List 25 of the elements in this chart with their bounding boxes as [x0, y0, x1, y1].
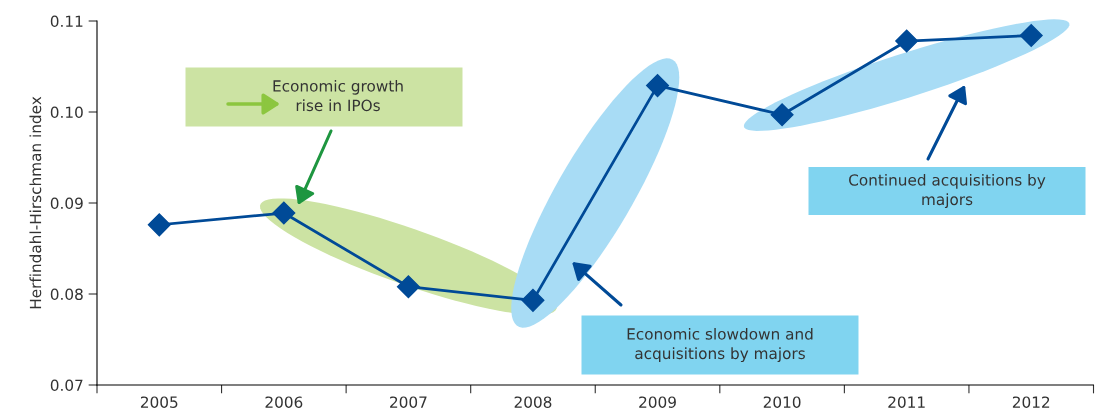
point — [521, 288, 545, 312]
x-tick-label: 2005 — [140, 396, 178, 408]
point — [147, 213, 171, 237]
x-tick-label: 2010 — [763, 396, 801, 408]
point — [1019, 24, 1043, 48]
x-tick-label: 2007 — [390, 396, 427, 408]
annotation: Continued acquisitions by majors — [849, 173, 1046, 209]
point — [646, 74, 670, 98]
x-tick-label: 2008 — [514, 396, 552, 408]
y-tick-label: 0.10 — [50, 106, 83, 119]
point — [770, 103, 794, 127]
y-tick-label: 0.11 — [50, 15, 83, 28]
x-tick-label: 2012 — [1012, 396, 1050, 408]
x-tick-label: 2006 — [265, 396, 303, 408]
annotation: Economic growth rise in IPOs — [273, 79, 403, 112]
x-tick-label: 2011 — [888, 396, 925, 408]
y-axis-title: Herfindahl-Hirschman index — [29, 96, 42, 309]
point — [272, 201, 296, 225]
point — [895, 29, 919, 53]
y-tick-label: 0.09 — [50, 197, 83, 210]
y-tick-label: 0.08 — [50, 288, 83, 301]
x-tick-label: 2009 — [639, 396, 676, 408]
y-tick-label: 0.07 — [50, 379, 83, 392]
annotation: Economic slowdown and acquisitions by majors — [627, 327, 813, 363]
point — [396, 275, 420, 299]
